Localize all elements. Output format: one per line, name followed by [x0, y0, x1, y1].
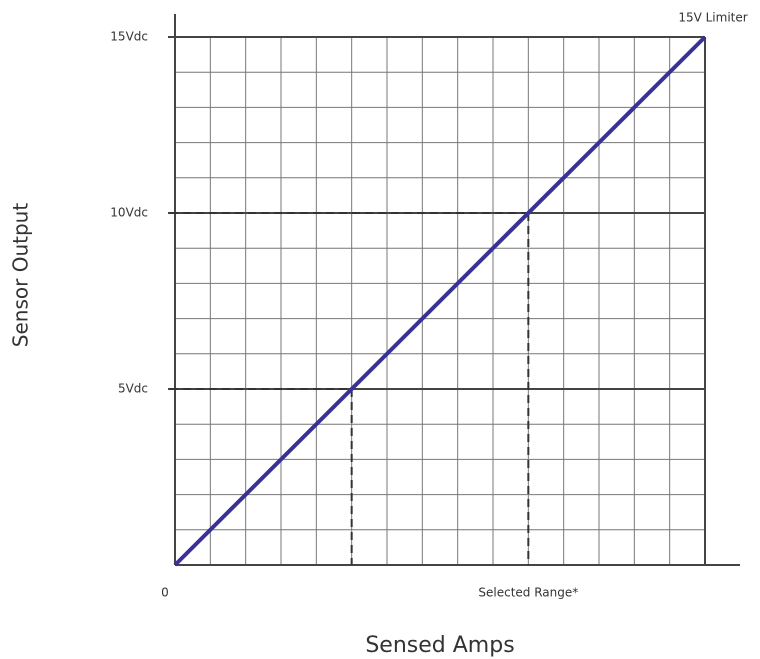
x-tick-label: Selected Range*	[478, 586, 578, 600]
y-tick-label: 15Vdc	[110, 30, 148, 44]
y-tick-label: 10Vdc	[110, 206, 148, 220]
line-series	[173, 35, 707, 567]
x-axis-label: Sensed Amps	[365, 633, 514, 658]
x-tick-label: 0	[161, 586, 169, 600]
y-axis-label: Sensor Output	[9, 203, 33, 348]
y-tick-label: 5Vdc	[118, 382, 148, 396]
annotation: 15V Limiter	[678, 11, 747, 25]
